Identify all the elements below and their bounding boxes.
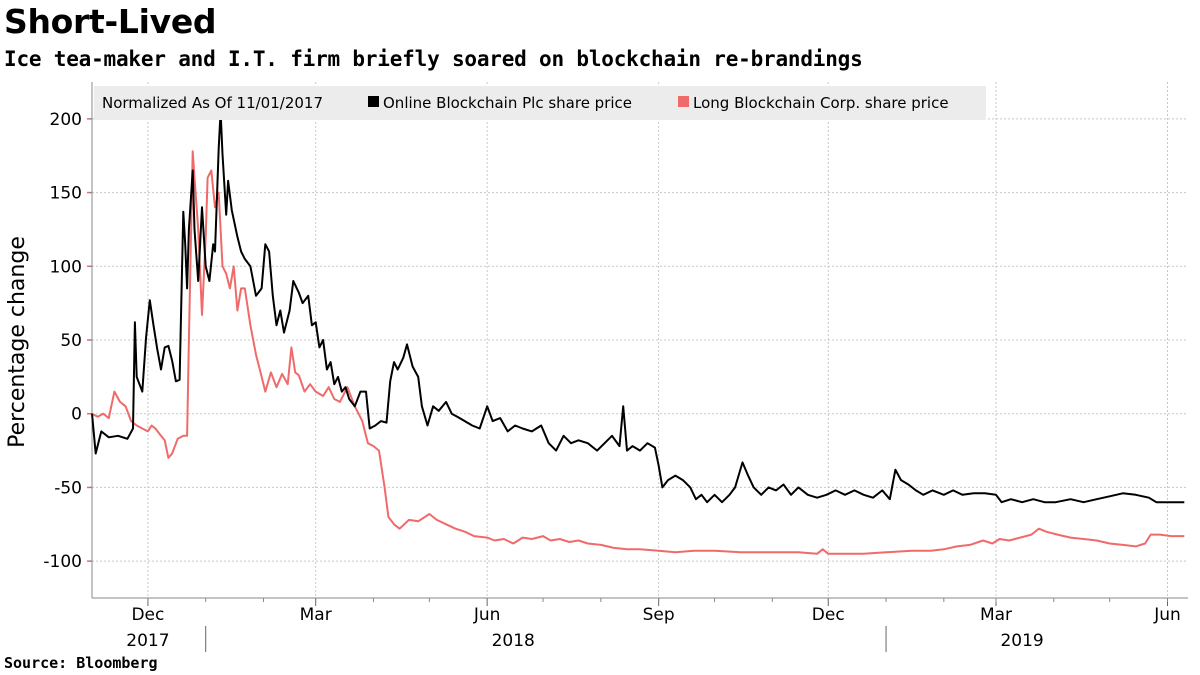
series-layer (91, 110, 1185, 555)
chart-title: Short-Lived (4, 2, 217, 41)
x-tick-label: Mar (980, 605, 1012, 625)
legend-label: Online Blockchain Plc share price (383, 94, 632, 112)
x-tick-label: Jun (473, 605, 501, 625)
legend-box (94, 86, 986, 120)
source-note: Source: Bloomberg (4, 654, 158, 672)
year-label: 2018 (492, 631, 535, 651)
x-tick-label: Dec (812, 605, 845, 625)
x-tick-label: Dec (131, 605, 164, 625)
legend-swatch-online (368, 96, 379, 107)
x-tick-label: Sep (643, 605, 675, 625)
year-label: 2017 (126, 631, 169, 651)
y-tick-label: -50 (54, 478, 82, 498)
x-tick-label: Mar (300, 605, 332, 625)
y-axis-label: Percentage change (5, 236, 30, 448)
year-label: 2019 (1000, 631, 1043, 651)
axes: 200 150 100 50 0 -50 -100 Dec Mar Jun Sep Dec Mar Jun… (43, 82, 1188, 652)
legend-label: Long Blockchain Corp. share price (693, 94, 949, 112)
y-tick-label: 0 (71, 405, 82, 425)
legend-swatch-long (678, 96, 689, 107)
legend-note: Normalized As Of 11/01/2017 (102, 94, 323, 112)
x-tick-label: Jun (1153, 605, 1181, 625)
chart-subtitle: Ice tea-maker and I.T. firm briefly soar… (4, 47, 863, 71)
y-tick-label: 100 (50, 257, 82, 277)
legend: Normalized As Of 11/01/2017 Online Blockc… (94, 86, 986, 120)
y-tick-label: -100 (43, 552, 82, 572)
grid (92, 82, 1188, 598)
y-tick-label: 200 (50, 110, 82, 130)
y-tick-label: 50 (60, 331, 82, 351)
series-line-online-blockchain (91, 110, 1185, 504)
series-line-long-blockchain (91, 150, 1185, 555)
y-tick-label: 150 (50, 184, 82, 204)
